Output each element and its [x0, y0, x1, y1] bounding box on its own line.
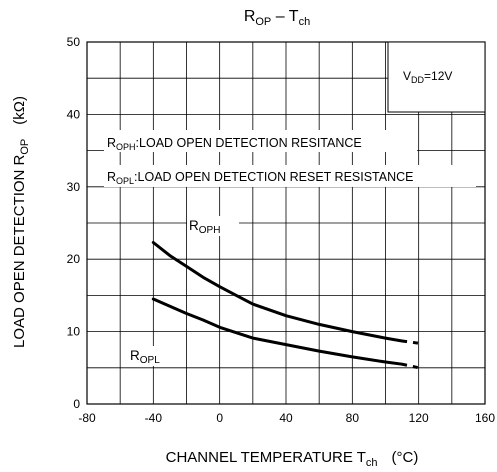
series-group — [151, 241, 419, 370]
legend-note-bg-2 — [104, 165, 476, 187]
y-tick-labels: 0 10 20 30 40 50 — [67, 35, 81, 411]
curve-label-roph: ROPH — [189, 218, 220, 236]
y-tick-label: 50 — [67, 35, 81, 49]
series-extrapolation-ropl — [401, 362, 419, 370]
x-tick-label: 120 — [409, 411, 429, 425]
series-line-roph — [151, 241, 404, 343]
x-tick-label: -40 — [145, 411, 163, 425]
x-tick-label: 160 — [475, 411, 495, 425]
x-tick-labels: -80 -40 0 40 80 120 160 — [78, 411, 495, 425]
series-line-ropl — [151, 297, 404, 366]
plot-frame — [86, 41, 486, 405]
x-tick-label: 0 — [216, 411, 223, 425]
legend-note-ropl: ROPL:LOAD OPEN DETECTION RESET RESISTANC… — [107, 170, 414, 186]
legend-note-bg-1 — [104, 130, 417, 152]
y-tick-label: 40 — [67, 107, 81, 121]
y-tick-label: 10 — [67, 325, 81, 339]
curve-label-ropl: ROPL — [130, 348, 160, 366]
x-tick-label: -80 — [78, 411, 96, 425]
y-tick-label: 20 — [67, 252, 81, 266]
curve-label-ropl-bg — [128, 346, 178, 366]
legend-note-roph: ROPH:LOAD OPEN DETECTION RESITANCE — [107, 136, 362, 152]
x-tick-label: 80 — [346, 411, 360, 425]
chart-title: ROP – Tch — [244, 8, 310, 28]
condition-box — [387, 41, 486, 113]
series-extrapolation-roph — [401, 339, 419, 345]
x-tick-label: 40 — [279, 411, 293, 425]
x-axis-label: CHANNEL TEMPERATURE Tch (°C) — [166, 449, 419, 469]
condition-text: VDD=12V — [403, 69, 452, 85]
y-tick-label: 30 — [67, 180, 81, 194]
y-axis-label: LOAD OPEN DETECTION ROP(kΩ) — [11, 96, 31, 348]
curve-label-roph-bg — [187, 216, 239, 236]
y-tick-label: 0 — [73, 397, 80, 411]
